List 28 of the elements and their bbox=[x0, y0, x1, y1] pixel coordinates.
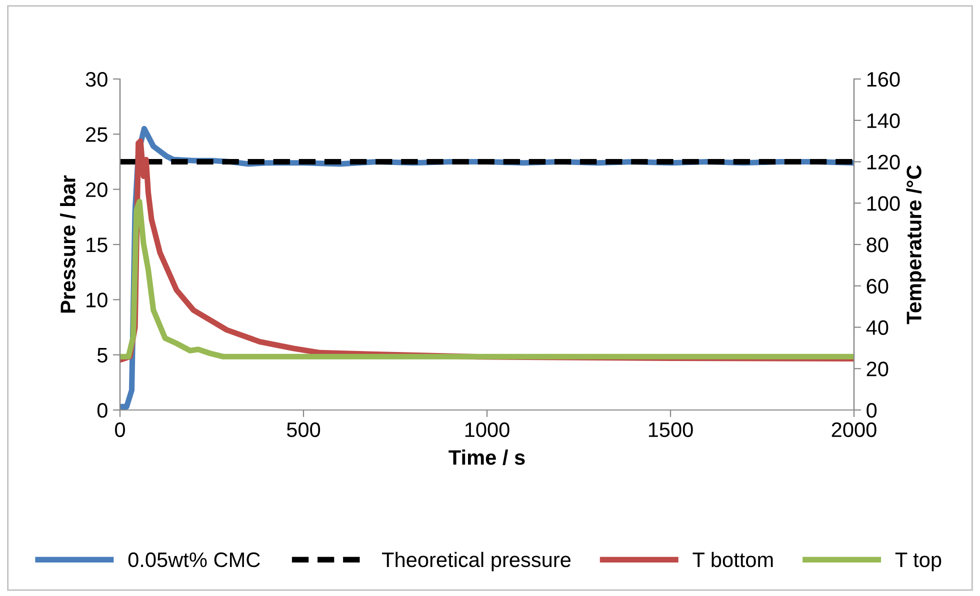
x-tick-label: 500 bbox=[286, 422, 320, 438]
y-tick-label: 5 bbox=[97, 348, 108, 363]
y-tick-label: 0 bbox=[97, 403, 108, 418]
y-tick-label: 20 bbox=[86, 182, 108, 198]
y2-tick-label: 160 bbox=[867, 72, 900, 87]
y2-tick-label: 80 bbox=[866, 238, 888, 252]
y2-tick-label: 20 bbox=[866, 362, 888, 376]
legend-label: Theoretical pressure bbox=[382, 552, 571, 572]
y-axis-title: Pressure / bar bbox=[60, 175, 76, 313]
y2-tick-label: 100 bbox=[867, 196, 900, 211]
y2-axis-title: Temperature /°C bbox=[906, 165, 926, 324]
y-tick-label: 30 bbox=[86, 72, 108, 87]
x-tick-label: 0 bbox=[115, 422, 125, 438]
x-tick-label: 2000 bbox=[832, 422, 876, 438]
legend-label: T top bbox=[895, 552, 942, 572]
y2-tick-label: 60 bbox=[866, 278, 888, 294]
x-tick-label: 1500 bbox=[648, 422, 693, 438]
legend-label: T bottom bbox=[692, 552, 773, 568]
y-tick-label: 10 bbox=[86, 292, 108, 308]
legend-label: 0.05wt% CMC bbox=[128, 552, 260, 568]
x-tick-label: 1000 bbox=[465, 422, 510, 438]
x-axis-title: Time / s bbox=[448, 450, 525, 466]
y-tick-label: 15 bbox=[86, 238, 108, 252]
y2-tick-label: 140 bbox=[867, 113, 900, 128]
y2-tick-label: 0 bbox=[866, 403, 877, 418]
y2-tick-label: 120 bbox=[867, 154, 900, 170]
y2-tick-label: 40 bbox=[866, 320, 888, 336]
y-tick-label: 25 bbox=[86, 127, 108, 142]
